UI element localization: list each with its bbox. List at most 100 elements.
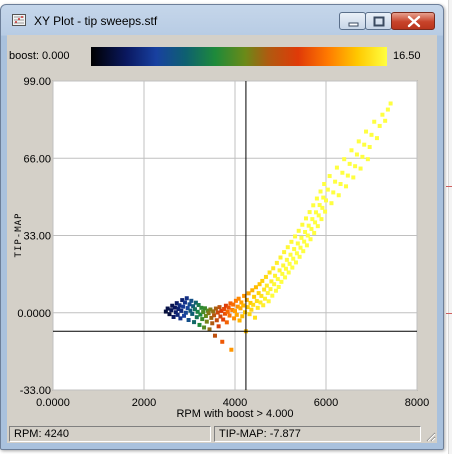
close-icon — [407, 15, 421, 28]
status-bar: RPM: 4240 TIP-MAP: -7.877 — [7, 425, 437, 443]
data-point — [314, 196, 319, 201]
data-point — [372, 119, 377, 124]
data-point — [209, 315, 214, 320]
data-point — [311, 203, 316, 208]
data-point — [325, 187, 330, 192]
data-point — [380, 112, 385, 117]
maximize-button[interactable] — [365, 12, 392, 30]
data-point — [175, 312, 180, 317]
data-point — [231, 302, 236, 307]
data-point — [212, 333, 217, 338]
data-point — [187, 302, 192, 307]
data-point — [294, 251, 299, 256]
data-point — [205, 308, 210, 313]
data-point — [173, 310, 178, 315]
data-point — [324, 198, 328, 203]
data-point — [278, 255, 283, 260]
maximize-icon — [373, 16, 385, 27]
x-tick-label: 8000 — [405, 397, 429, 409]
data-point — [297, 254, 302, 259]
data-point — [313, 210, 318, 215]
data-point — [260, 278, 265, 283]
data-point — [282, 250, 287, 255]
x-tick-label: 6000 — [314, 397, 338, 409]
data-point — [195, 309, 200, 314]
data-point — [279, 279, 284, 284]
data-point — [248, 300, 253, 305]
boost-colorbar — [91, 47, 387, 66]
data-point — [181, 304, 186, 309]
data-point — [351, 175, 356, 180]
data-point — [239, 300, 244, 305]
data-point — [169, 308, 174, 313]
data-point — [303, 229, 308, 234]
data-point — [245, 305, 250, 310]
data-point — [354, 152, 359, 157]
data-point — [289, 239, 294, 244]
background-app-edge — [448, 0, 452, 454]
data-point — [333, 179, 338, 184]
data-point — [243, 310, 248, 315]
data-point — [225, 309, 230, 314]
data-point — [188, 308, 193, 313]
data-point — [220, 339, 225, 344]
data-point — [179, 308, 184, 313]
data-point — [237, 318, 242, 323]
data-point — [219, 308, 224, 313]
data-point — [194, 315, 199, 320]
data-point — [298, 245, 303, 250]
data-point — [193, 300, 198, 305]
data-point — [233, 309, 237, 314]
data-point — [268, 287, 273, 292]
data-point — [306, 223, 311, 228]
data-point — [369, 132, 374, 137]
window-title: XY Plot - tip sweeps.stf — [34, 14, 158, 28]
data-point — [303, 216, 308, 221]
data-point — [302, 239, 307, 244]
data-point — [362, 142, 367, 147]
data-point — [172, 305, 177, 310]
title-bar[interactable]: XY Plot - tip sweeps.stf — [1, 5, 443, 35]
minimize-icon — [348, 22, 359, 27]
data-point — [226, 305, 231, 310]
data-point — [356, 139, 361, 144]
data-point — [388, 101, 393, 106]
data-point — [163, 309, 168, 314]
data-point — [385, 107, 390, 112]
data-point — [217, 305, 222, 310]
data-point — [182, 300, 187, 305]
data-point — [272, 282, 277, 287]
data-point — [178, 316, 183, 321]
close-button[interactable] — [391, 12, 435, 30]
data-point — [329, 201, 334, 206]
y-tick-label: 33.00 — [23, 231, 51, 243]
data-point — [263, 274, 268, 279]
data-point — [383, 118, 388, 123]
data-point — [203, 314, 208, 319]
data-point — [180, 298, 185, 303]
resize-grip-icon[interactable] — [424, 430, 436, 442]
data-point — [304, 243, 309, 248]
data-point — [264, 283, 269, 288]
data-point — [262, 287, 267, 292]
xy-plot[interactable]: boost: 0.000 16.50 0.0000 2000 4000 6000 800… — [7, 35, 437, 425]
data-point — [253, 315, 258, 320]
data-point — [331, 190, 336, 195]
y-tick-label: 0.0000 — [17, 308, 51, 320]
data-point — [206, 311, 211, 316]
data-point — [367, 145, 372, 150]
data-point — [364, 129, 369, 134]
data-point — [256, 291, 261, 296]
data-point — [342, 157, 347, 162]
data-point — [365, 157, 370, 162]
data-points — [163, 101, 393, 352]
data-point — [230, 307, 235, 312]
data-point — [177, 303, 182, 308]
data-point — [228, 301, 233, 306]
data-point — [265, 291, 270, 296]
data-point — [229, 347, 234, 352]
xy-plot-app-icon — [12, 14, 26, 26]
minimize-button[interactable] — [339, 12, 366, 30]
data-point — [293, 260, 298, 265]
y-tick-label: 99.00 — [23, 76, 51, 88]
